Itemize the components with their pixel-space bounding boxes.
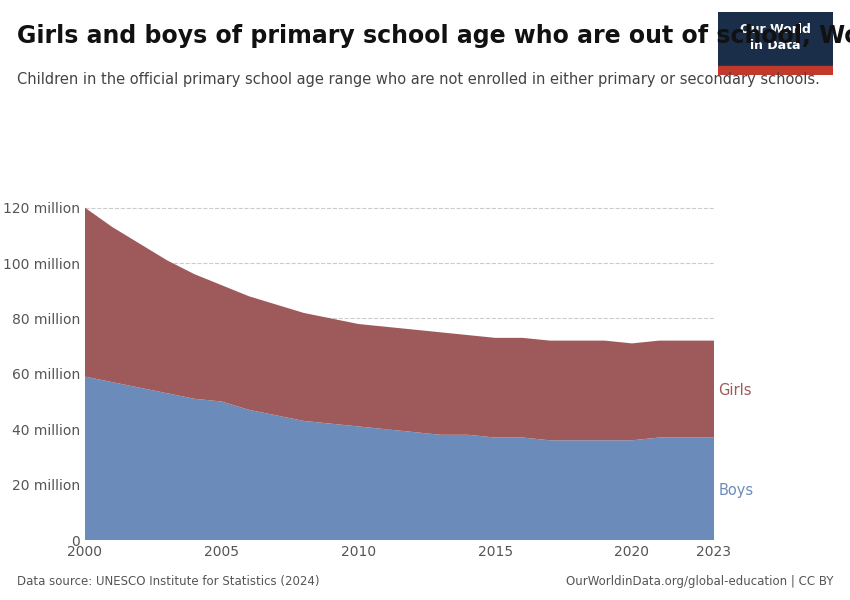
Bar xyxy=(718,65,833,75)
Text: Children in the official primary school age range who are not enrolled in either: Children in the official primary school … xyxy=(17,72,820,87)
Text: Boys: Boys xyxy=(718,482,753,497)
Text: Girls and boys of primary school age who are out of school, World: Girls and boys of primary school age who… xyxy=(17,24,850,48)
Text: Data source: UNESCO Institute for Statistics (2024): Data source: UNESCO Institute for Statis… xyxy=(17,575,320,588)
Text: Girls: Girls xyxy=(718,383,751,398)
Text: Our World
in Data: Our World in Data xyxy=(740,23,811,52)
Text: OurWorldinData.org/global-education | CC BY: OurWorldinData.org/global-education | CC… xyxy=(565,575,833,588)
